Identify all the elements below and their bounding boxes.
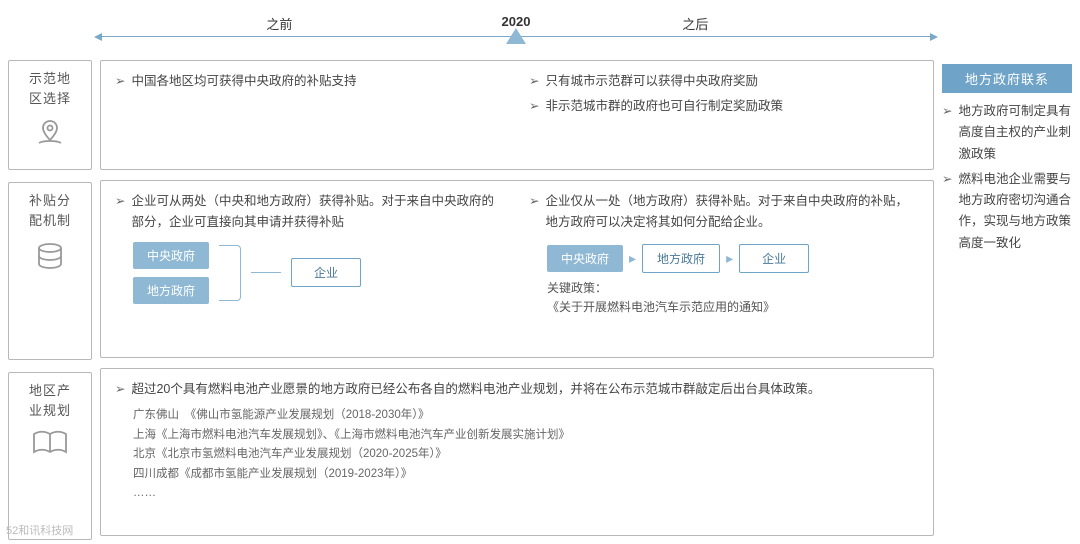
panel-subsidy-mechanism: ➢企业可从两处（中央和地方政府）获得补贴。对于来自中央政府的部分，企业可直接向其… [100,180,934,358]
timeline-marker-icon [506,28,526,44]
timeline-after-label: 之后 [682,14,708,33]
watermark: 52和讯科技网 [6,522,73,538]
sidebar-title: 地方政府联系 [942,64,1072,93]
row2-label: 补贴分配机制 [29,191,71,230]
node-company-2: 企业 [739,244,809,273]
bullet-icon: ➢ [115,379,125,400]
timeline: 之前 2020 之后 [100,10,932,50]
node-central: 中央政府 [133,242,209,269]
plan-2: 北京《北京市氢燃料电池汽车产业发展规划（2020-2025年）》 [133,445,919,465]
row3-label-card: 地区产业规划 [8,372,92,540]
plan-0: 广东佛山 《佛山市氢能源产业发展规划（2018-2030年）》 [133,406,919,426]
plan-3: 四川成都《成都市氢能产业发展规划（2019-2023年）》 [133,465,919,485]
side-item-0: 地方政府可制定具有高度自主权的产业刺激政策 [958,101,1072,165]
node-central-2: 中央政府 [547,245,623,272]
p2-left-text: 企业可从两处（中央和地方政府）获得补贴。对于来自中央政府的部分，企业可直接向其申… [131,191,505,234]
bullet-icon: ➢ [115,191,125,234]
key-policy-doc: 《关于开展燃料电池汽车示范应用的通知》 [547,298,919,317]
connector-line [251,272,281,274]
row3-label: 地区产业规划 [29,381,71,420]
bullet-icon: ➢ [942,101,952,165]
p2-right-text: 企业仅从一处（地方政府）获得补贴。对于来自中央政府的补贴，地方政府可以决定将其如… [545,191,919,234]
database-icon [31,238,69,276]
plan-list: 广东佛山 《佛山市氢能源产业发展规划（2018-2030年）》 上海《上海市燃料… [133,406,919,504]
book-icon [30,428,70,458]
flow-after: 中央政府 ▸ 地方政府 ▸ 企业 [547,244,919,273]
plan-1: 上海《上海市燃料电池汽车发展规划》、《上海市燃料电池汽车产业创新发展实施计划》 [133,426,919,446]
bullet-icon: ➢ [115,71,125,92]
bullet-icon: ➢ [529,71,539,92]
timeline-year-label: 2020 [502,14,531,29]
location-icon [33,116,67,150]
panel2-before: ➢企业可从两处（中央和地方政府）获得补贴。对于来自中央政府的部分，企业可直接向其… [115,191,505,347]
row2-label-card: 补贴分配机制 [8,182,92,360]
bracket-icon [219,245,241,301]
panel1-before: ➢ 中国各地区均可获得中央政府的补贴支持 [115,71,505,159]
row1-label-card: 示范地区选择 [8,60,92,170]
panel2-after: ➢企业仅从一处（地方政府）获得补贴。对于来自中央政府的补贴，地方政府可以决定将其… [529,191,919,347]
side-item-1: 燃料电池企业需要与地方政府密切沟通合作，实现与地方政策高度一致化 [958,169,1072,254]
node-company: 企业 [291,258,361,287]
row1-label: 示范地区选择 [29,69,71,108]
panel-region-selection: ➢ 中国各地区均可获得中央政府的补贴支持 ➢ 只有城市示范群可以获得中央政府奖励 ➢… [100,60,934,170]
node-local: 地方政府 [133,277,209,304]
arrow-icon: ▸ [726,250,733,267]
bullet-icon: ➢ [529,191,539,234]
p3-bullet: 超过20个具有燃料电池产业愿景的地方政府已经公布各自的燃料电池产业规划，并将在公… [131,379,820,400]
p1-right-0: 只有城市示范群可以获得中央政府奖励 [545,71,758,92]
plan-more: …… [133,484,919,504]
sidebar-local-gov: 地方政府联系 ➢地方政府可制定具有高度自主权的产业刺激政策 ➢燃料电池企业需要与… [942,60,1072,540]
p1-right-1: 非示范城市群的政府也可自行制定奖励政策 [545,96,783,117]
node-local-2: 地方政府 [642,244,720,273]
panel1-after: ➢ 只有城市示范群可以获得中央政府奖励 ➢ 非示范城市群的政府也可自行制定奖励政策 [529,71,919,159]
bullet-icon: ➢ [529,96,539,117]
timeline-before-label: 之前 [266,14,292,33]
key-policy-label: 关键政策： [547,279,919,298]
p1-left-0: 中国各地区均可获得中央政府的补贴支持 [131,71,356,92]
panel-local-planning: ➢ 超过20个具有燃料电池产业愿景的地方政府已经公布各自的燃料电池产业规划，并将在… [100,368,934,536]
key-policy: 关键政策： 《关于开展燃料电池汽车示范应用的通知》 [547,279,919,317]
bullet-icon: ➢ [942,169,952,254]
flow-before: 中央政府 地方政府 企业 [133,242,505,304]
arrow-icon: ▸ [629,250,636,267]
